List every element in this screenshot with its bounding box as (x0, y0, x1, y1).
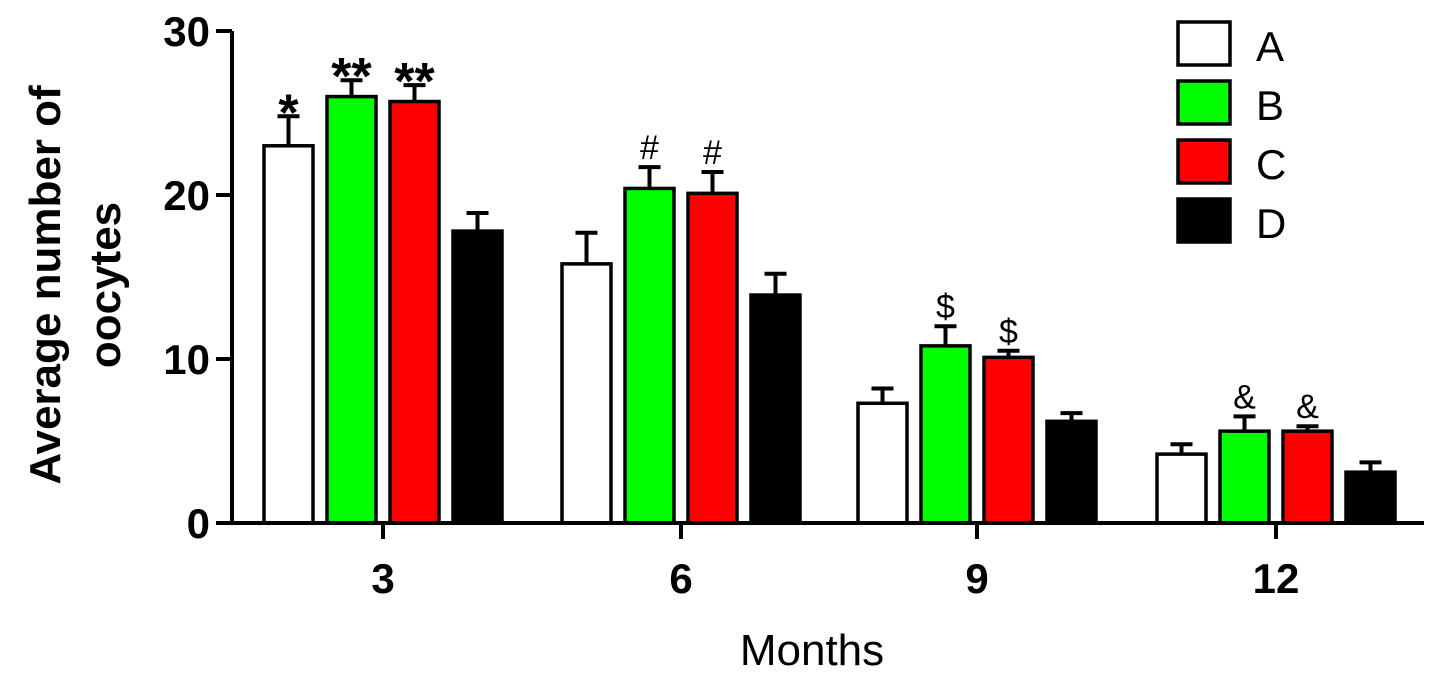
legend-swatch-a (1176, 20, 1232, 67)
significance-label: $ (936, 288, 955, 326)
bar-c-9 (982, 355, 1035, 525)
significance-label: $ (999, 313, 1018, 351)
bar-d-12 (1344, 470, 1397, 525)
bar-b-6 (623, 186, 676, 525)
bar-d-9 (1045, 419, 1098, 525)
x-axis-label: Months (740, 626, 884, 675)
bar-b-12 (1218, 429, 1271, 525)
y-tick-label: 10 (163, 336, 210, 383)
bar-a-12 (1155, 452, 1208, 525)
x-tick-label: 9 (965, 555, 988, 602)
x-tick-label: 6 (669, 555, 692, 602)
y-axis-label-line-1: Average number of (21, 85, 70, 485)
bar-c-3 (388, 99, 441, 525)
legend-label-a: A (1256, 23, 1284, 70)
legend-label-b: B (1256, 82, 1284, 129)
x-tick-label: 12 (1253, 555, 1300, 602)
bar-a-6 (560, 262, 613, 525)
legend-swatch-c (1176, 138, 1232, 185)
significance-label: ** (394, 53, 435, 111)
legend-label-d: D (1256, 200, 1286, 247)
significance-label: # (703, 134, 722, 172)
significance-label: ** (331, 48, 372, 106)
bar-b-3 (325, 94, 378, 525)
bar-c-6 (686, 191, 739, 525)
bar-a-9 (856, 401, 909, 525)
x-tick-label: 3 (371, 555, 394, 602)
legend-label-c: C (1256, 141, 1286, 188)
bar-d-6 (749, 293, 802, 525)
y-tick-label: 30 (163, 8, 210, 55)
significance-label: & (1233, 378, 1256, 416)
y-tick-label: 0 (187, 500, 210, 547)
y-axis-label-line-2: oocytes (81, 202, 130, 368)
bar-a-3 (262, 144, 315, 525)
legend-swatch-d (1176, 197, 1232, 244)
y-axis-label: Average number of oocytes (21, 85, 130, 485)
significance-label: * (278, 84, 299, 142)
significance-label: # (640, 129, 659, 167)
bar-b-9 (919, 344, 972, 525)
axes: 0 10 20 30 3 6 9 12 (163, 8, 1424, 602)
y-tick-label: 20 (163, 172, 210, 219)
legend-swatch-b (1176, 79, 1232, 126)
bar-d-3 (451, 229, 504, 525)
significance-label: & (1296, 388, 1319, 426)
bar-c-12 (1281, 429, 1334, 525)
